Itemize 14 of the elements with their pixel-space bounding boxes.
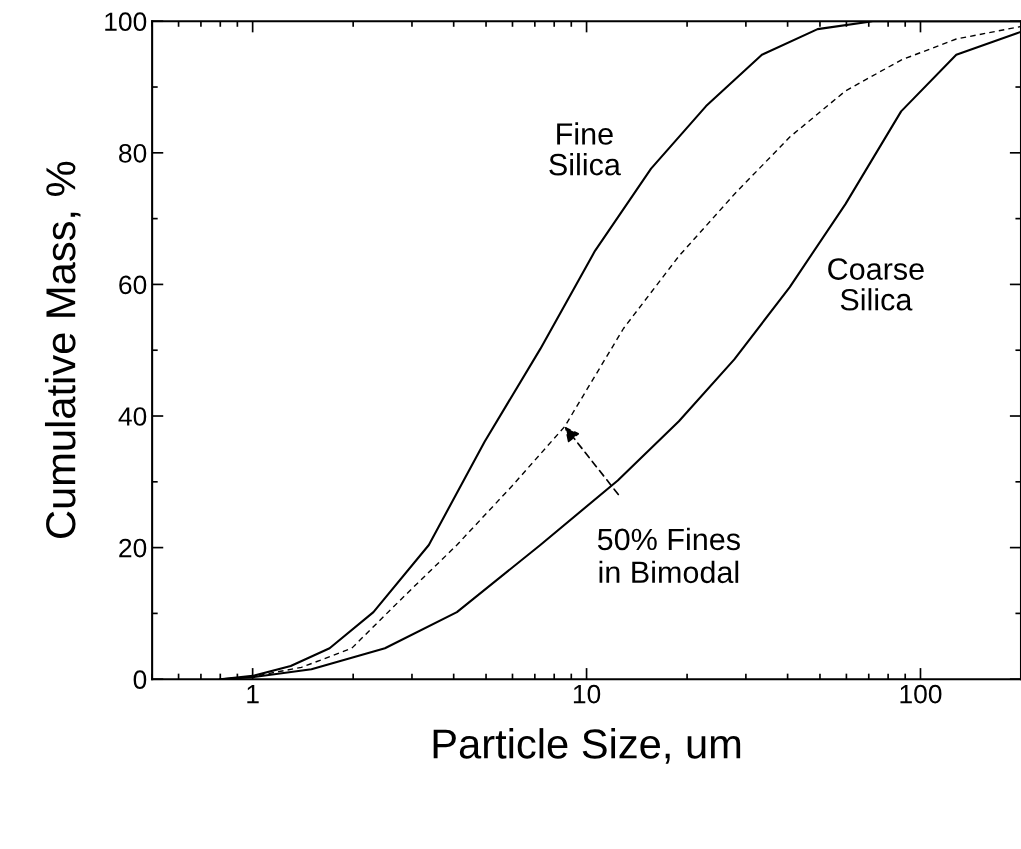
y-tick-label: 0	[133, 670, 147, 690]
y-tick-label: 60	[119, 275, 147, 295]
y-tick-label: 100	[105, 12, 147, 32]
x-axis-title: Particle Size, um	[433, 728, 741, 764]
x-tick-label: 1	[247, 685, 259, 704]
y-tick-label: 40	[118, 407, 147, 426]
series-label: Fine Silica	[549, 122, 621, 176]
series-label: Coarse Silica	[828, 258, 924, 311]
x-tick-label: 100	[900, 684, 942, 704]
y-tick-label: 80	[119, 143, 147, 163]
x-tick-label: 10	[573, 684, 601, 704]
y-axis-title: Cumulative Mass, %	[44, 161, 81, 538]
annotation: 50% Fines in Bimodal	[597, 527, 740, 584]
y-tick-label: 20	[119, 538, 147, 558]
